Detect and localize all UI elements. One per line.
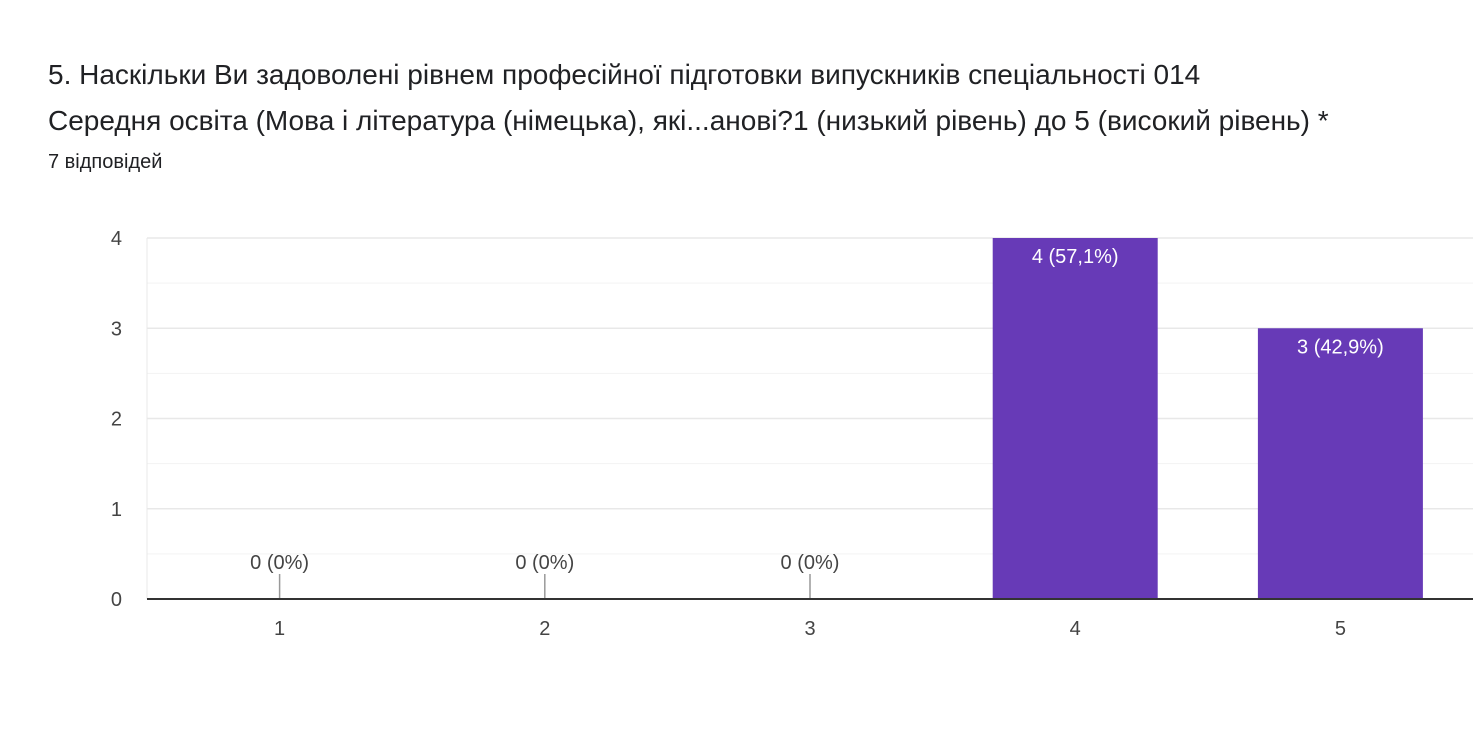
bar-data-label: 0 (0%) [781,552,840,574]
bar [992,238,1158,599]
y-tick-label: 2 [111,409,122,431]
bar-data-label: 4 (57,1%) [1032,246,1119,268]
bar-data-label: 3 (42,9%) [1297,336,1384,358]
question-title-line-2: Середня освіта (Мова і література (німец… [48,105,1329,136]
x-tick-label: 1 [274,618,285,640]
response-count: 7 відповідей [48,151,163,173]
y-tick-label: 3 [111,318,122,340]
x-tick-label: 2 [539,618,550,640]
x-tick-label: 3 [804,618,815,640]
bar-data-label: 0 (0%) [515,552,574,574]
y-tick-label: 0 [111,589,122,611]
bar-data-label: 0 (0%) [250,552,309,574]
y-tick-label: 1 [111,499,122,521]
question-title: 5. Наскільки Ви задоволені рівнем профес… [48,52,1458,144]
bar [1257,328,1423,599]
y-tick-label: 4 [111,228,122,250]
question-title-line-1: 5. Наскільки Ви задоволені рівнем профес… [48,59,1201,90]
x-tick-label: 4 [1070,618,1081,640]
x-tick-label: 5 [1335,618,1346,640]
